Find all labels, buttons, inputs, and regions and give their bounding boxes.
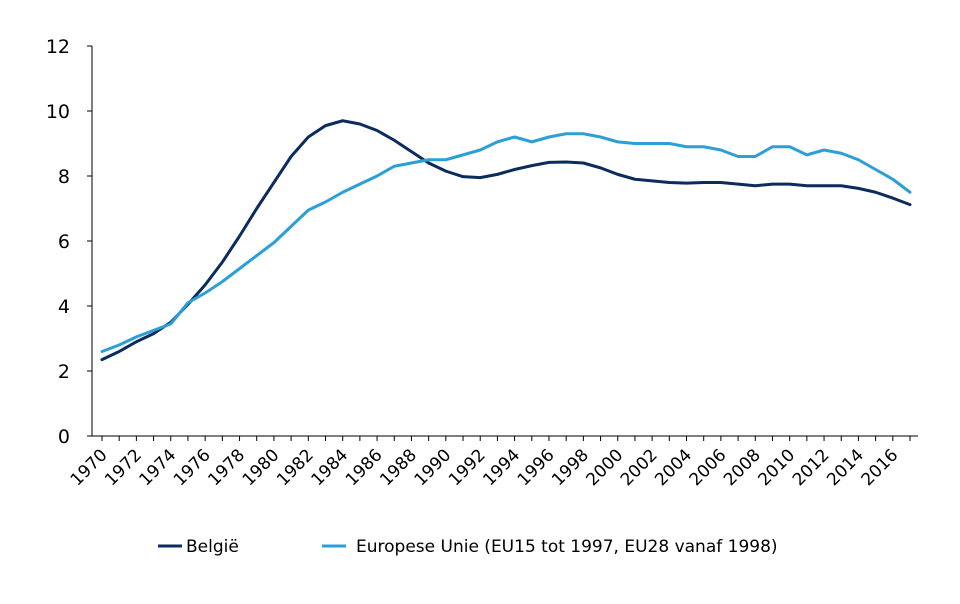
- y-tick-label: 8: [58, 166, 70, 188]
- x-tick-label: 1984: [307, 445, 352, 490]
- axes: 0246810121970197219741976197819801982198…: [46, 36, 918, 490]
- x-tick-label: 2006: [686, 445, 731, 490]
- series-line-0: [100, 119, 912, 362]
- legend-label-1: Europese Unie (EU15 tot 1997, EU28 vanaf…: [356, 537, 778, 557]
- x-tick-label: 2000: [583, 445, 628, 490]
- y-tick-label: 4: [58, 296, 70, 318]
- x-tick-label: 1992: [445, 445, 490, 490]
- x-tick-label: 2004: [651, 445, 696, 490]
- x-tick-label: 1998: [548, 445, 593, 490]
- x-tick-label: 1980: [239, 445, 284, 490]
- x-tick-label: 1986: [342, 445, 387, 490]
- x-tick-label: 2002: [617, 445, 662, 490]
- x-tick-label: 1978: [204, 445, 249, 490]
- x-tick-label: 1974: [136, 445, 181, 490]
- y-tick-label: 6: [58, 231, 70, 253]
- x-tick-label: 2016: [858, 445, 903, 490]
- x-tick-label: 1990: [411, 445, 456, 490]
- series-layer: [100, 119, 912, 362]
- x-tick-label: 1972: [101, 445, 146, 490]
- x-tick-label: 1988: [376, 445, 421, 490]
- x-tick-label: 2014: [823, 445, 868, 490]
- x-tick-label: 1996: [514, 445, 559, 490]
- x-tick-label: 2012: [789, 445, 834, 490]
- series-line-1: [100, 132, 912, 353]
- x-tick-label: 1982: [273, 445, 318, 490]
- legend-label-0: België: [186, 537, 239, 557]
- x-tick-label: 1970: [67, 445, 112, 490]
- y-tick-label: 12: [46, 36, 70, 58]
- x-tick-label: 1976: [170, 445, 215, 490]
- legend: België Europese Unie (EU15 tot 1997, EU28…: [158, 537, 778, 557]
- x-tick-label: 2010: [754, 445, 799, 490]
- y-tick-label: 10: [46, 101, 70, 123]
- y-tick-label: 2: [58, 361, 70, 383]
- x-tick-label: 2008: [720, 445, 765, 490]
- x-tick-label: 1994: [479, 445, 524, 490]
- y-tick-label: 0: [58, 426, 70, 448]
